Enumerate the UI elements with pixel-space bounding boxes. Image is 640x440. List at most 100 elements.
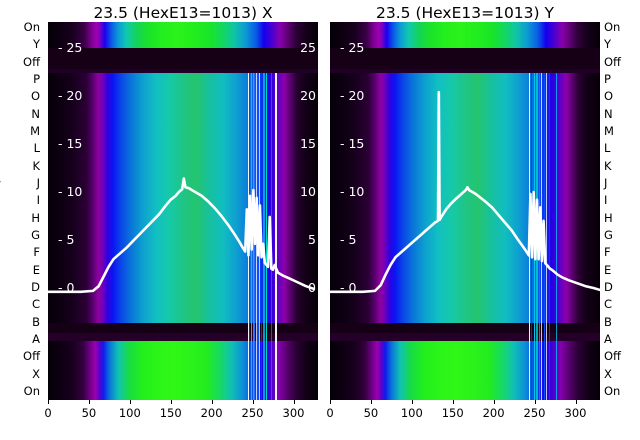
y-category-label: On [604, 20, 621, 34]
ytick-inner-25: - 25 [340, 40, 365, 55]
x-tick-label: 100 [400, 406, 423, 420]
heatmap-main-band [48, 73, 318, 323]
x-tick-label: 0 [44, 406, 52, 420]
x-tick-mark [370, 400, 372, 404]
heatmap-gap-upper [330, 48, 600, 69]
y-category-label: On [23, 384, 40, 398]
y-category-label: J [36, 176, 40, 190]
x-tick-mark [48, 400, 49, 404]
x-tick-label: 150 [441, 406, 464, 420]
heatmap-gap-lower [330, 323, 600, 333]
panel-y[interactable]: - 25 - 20 - 15 - 10 - 5 - 0 [330, 22, 600, 400]
y-category-label: Off [604, 349, 621, 364]
y-category-label: C [31, 297, 40, 312]
y-category-label: On [604, 384, 621, 398]
y-category-label: Off [604, 54, 621, 69]
y-category-label: G [31, 228, 40, 242]
x-tick-mark [534, 400, 536, 404]
y-category-label: Off [23, 54, 40, 69]
ytick-inner-20: - 20 [340, 88, 365, 103]
heatmap-gap-upper-2 [48, 69, 318, 73]
heatmap-gap-upper-2 [330, 69, 600, 73]
ytick-inner-right-20: 20 [300, 88, 316, 103]
y-category-label: Y [604, 37, 612, 52]
heatmap-top-band [330, 22, 600, 48]
y-category-label: M [604, 124, 614, 138]
x-tick-mark [330, 400, 331, 404]
heatmap-gap-upper [48, 48, 318, 69]
y-category-label: A [32, 332, 40, 346]
heatmap-top-band [48, 22, 318, 48]
y-category-label: K [604, 158, 612, 173]
x-tick-mark [88, 400, 90, 404]
y-category-label: L [604, 141, 611, 156]
y-category-label: P [604, 72, 611, 86]
x-tick-label: 200 [482, 406, 505, 420]
heatmap-main-band [330, 73, 600, 323]
y-category-label: X [604, 366, 612, 381]
x-tick-label: 50 [363, 406, 379, 420]
ytick-inner-right-15: 15 [300, 136, 316, 151]
y-category-label: O [30, 89, 40, 104]
x-tick-mark [493, 400, 495, 404]
ytick-inner-10: - 10 [58, 184, 83, 199]
y-category-label: H [31, 210, 40, 225]
x-tick-label: 200 [200, 406, 223, 420]
y-category-label: L [33, 141, 40, 156]
ytick-inner-5: - 5 [58, 232, 75, 247]
x-tick-label: 100 [118, 406, 141, 420]
x-tick-label: 150 [159, 406, 182, 420]
y-category-label: A [604, 332, 612, 346]
y-category-label: N [604, 106, 613, 121]
panel-x[interactable]: - 25 - 20 - 15 - 10 - 5 - 0 25 20 15 10 … [48, 22, 318, 400]
y-category-label: H [604, 210, 613, 225]
panel-title-y: 23.5 (HexE13=1013) Y [376, 4, 554, 22]
y-axis-title: Dipole [0, 158, 1, 196]
ytick-inner-25: - 25 [58, 40, 83, 55]
y-category-label: E [604, 262, 612, 277]
ytick-inner-20: - 20 [58, 88, 83, 103]
heatmap-bottom-band [48, 341, 318, 400]
x-tick-mark [411, 400, 413, 404]
y-category-label: C [604, 297, 613, 312]
ytick-inner-15: - 15 [58, 136, 83, 151]
x-tick-mark [452, 400, 454, 404]
x-tick-label: 300 [564, 406, 587, 420]
y-category-label: Y [32, 37, 40, 52]
heatmap-bottom-band [330, 341, 600, 400]
x-tick-mark [211, 400, 213, 404]
ytick-inner-right-5: 5 [308, 232, 316, 247]
y-category-label: E [32, 262, 40, 277]
y-category-label: D [604, 280, 613, 294]
x-tick-mark [293, 400, 295, 404]
x-tick-label: 0 [326, 406, 334, 420]
y-category-label: Off [23, 349, 40, 364]
y-category-label: X [32, 366, 40, 381]
y-category-label: B [604, 314, 612, 329]
ytick-inner-15: - 15 [340, 136, 365, 151]
ytick-inner-5: - 5 [340, 232, 357, 247]
x-tick-mark [170, 400, 172, 404]
white-trace-y [330, 90, 600, 294]
ytick-inner-0: - 0 [340, 280, 357, 295]
y-category-label: M [30, 124, 40, 138]
y-category-label: K [32, 158, 40, 173]
y-category-label: D [31, 280, 40, 294]
y-category-label: I [604, 193, 608, 208]
y-category-label: P [33, 72, 40, 86]
x-tick-label: 50 [81, 406, 97, 420]
heatmap-gap-lower [48, 323, 318, 333]
y-category-label: J [604, 176, 608, 190]
y-category-label: On [23, 20, 40, 34]
x-tick-label: 300 [282, 406, 305, 420]
ytick-inner-10: - 10 [340, 184, 365, 199]
y-category-label: I [36, 193, 40, 208]
x-tick-mark [575, 400, 577, 404]
ytick-inner-0: - 0 [58, 280, 75, 295]
y-category-label: G [604, 228, 613, 242]
ytick-inner-right-25: 25 [300, 40, 316, 55]
ytick-inner-right-0: 0 [308, 280, 316, 295]
white-trace-x [48, 177, 316, 294]
y-category-label: F [604, 245, 611, 260]
